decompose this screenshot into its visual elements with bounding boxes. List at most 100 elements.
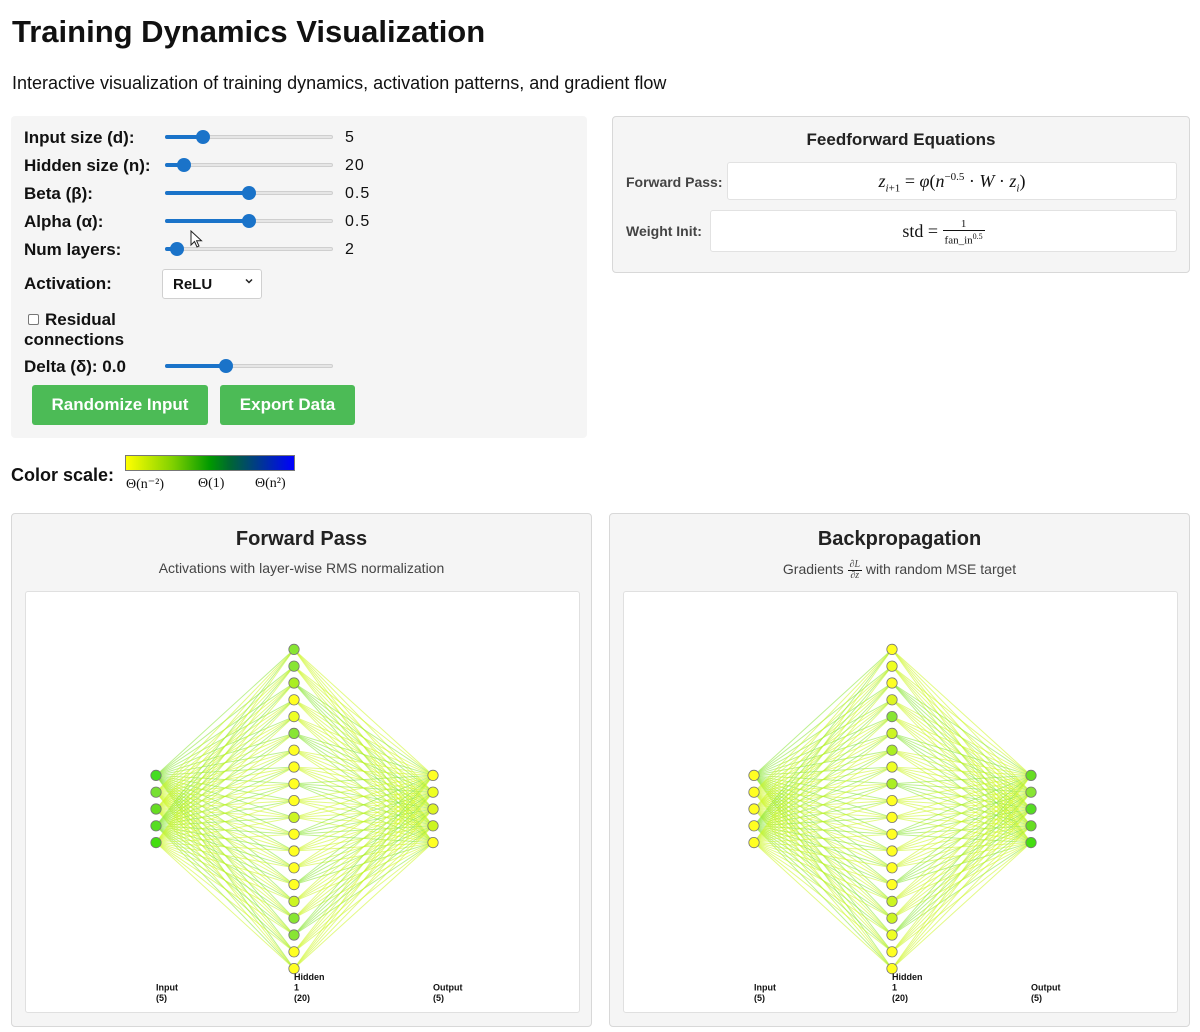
hidden-size-label: Hidden size (n): [24,156,151,175]
forward-node [427,769,439,781]
backprop-edge [753,649,893,827]
backprop-edge [753,665,893,843]
backprop-node [886,744,898,756]
forward-edge [293,775,434,902]
backprop-panel-subtitle: Gradients ∂L ∂z with random MSE target [610,560,1189,581]
backprop-edge [891,775,1032,885]
forward-edge [293,775,434,919]
num-layers-value: 2 [345,241,355,258]
slider-thumb[interactable] [195,130,210,144]
forward-layer-label: 1 [294,983,299,993]
slider-thumb[interactable] [218,359,233,373]
forward-edge [155,800,295,844]
randomize-input-button[interactable]: Randomize Input [32,385,208,425]
alpha-label: Alpha (α): [24,212,104,231]
backprop-edges [753,649,1032,969]
backprop-edge [891,665,1032,776]
forward-layer-label: (5) [433,993,444,1003]
backprop-edge [891,808,1032,969]
forward-edge [155,842,295,852]
forward-node [288,862,300,874]
backprop-edge [753,842,893,902]
backprop-edge [753,842,893,919]
forward-edge [155,649,295,776]
forward-edge [293,774,434,785]
alpha-slider[interactable] [165,214,333,228]
backprop-edge [753,842,893,953]
forward-layer-label: Output [433,983,463,993]
backprop-layer-label: Output [1031,983,1061,993]
slider-thumb[interactable] [242,186,256,200]
forward-edge [293,774,434,818]
color-scale-label: Color scale: [11,465,115,485]
slider-thumb[interactable] [177,158,192,172]
backprop-node [748,837,760,849]
forward-edge [155,665,295,843]
backprop-node [1025,786,1037,798]
forward-panel-subtitle: Activations with layer-wise RMS normaliz… [158,560,445,576]
backprop-edge [891,774,1032,818]
forward-edge [155,842,295,886]
num-layers-slider[interactable] [165,242,333,256]
residual-label: Residual connections [24,310,125,349]
hidden-size-slider[interactable] [165,158,333,172]
forward-node [150,803,162,815]
page-subtitle: Interactive visualization of training dy… [12,73,667,93]
backprop-edge [753,649,893,793]
forward-layer-label: (20) [294,993,310,1003]
backprop-edge [753,649,893,776]
page-title: Training Dynamics Visualization [12,14,486,49]
beta-slider[interactable] [165,186,333,200]
activation-select[interactable]: ReLU [162,269,262,299]
forward-edge [293,732,434,776]
forward-node [427,820,439,832]
backprop-edge [891,775,1032,902]
equations-title: Feedforward Equations [806,130,996,149]
scale-tick-high: Θ(n²) [255,476,286,491]
hidden-size-value: 20 [345,157,365,174]
backprop-node [1025,837,1037,849]
forward-node [288,677,300,689]
activation-label: Activation: [24,274,112,293]
slider-thumb[interactable] [242,214,256,228]
backprop-node [886,711,898,723]
backprop-panel: Backpropagation Gradients ∂L ∂z with rand… [609,513,1190,1027]
weight-init-label: Weight Init: [626,223,702,239]
forward-node [288,946,300,958]
forward-edge [155,716,295,843]
residual-checkbox[interactable] [28,314,39,325]
forward-network-canvas: Input (5) Hidden 1 (20) Output (5) [25,591,580,1013]
backprop-edge [891,732,1032,776]
backprop-edge [753,649,893,810]
scale-tick-mid: Θ(1) [198,476,225,491]
input-size-slider[interactable] [165,130,333,144]
backprop-layer-label: Input [754,983,776,993]
backprop-edge [891,774,1032,869]
forward-edge [155,733,295,843]
forward-edge [293,774,434,869]
backprop-node [1025,769,1037,781]
forward-edge [155,699,295,843]
slider-thumb[interactable] [169,242,184,256]
backprop-layer-label: (20) [892,993,908,1003]
export-data-button[interactable]: Export Data [220,385,355,425]
backprop-edge [753,842,893,886]
backprop-edge [753,783,893,844]
forward-pass-label: Forward Pass: [626,174,723,190]
forward-node [288,643,300,656]
forward-edge [293,775,434,953]
forward-edge [155,766,295,844]
forward-panel-title: Forward Pass [235,528,368,550]
forward-edge [293,808,434,969]
forward-edges [155,649,434,969]
delta-slider[interactable] [165,359,333,373]
backprop-edge [891,791,1032,969]
color-scale-bar [125,455,295,471]
forward-edge [293,774,434,852]
forward-layer-label: Hidden [294,972,325,982]
forward-node [288,895,300,907]
forward-node [288,912,300,924]
forward-edge [293,649,434,776]
forward-node [288,811,300,823]
backprop-edge [753,682,893,843]
